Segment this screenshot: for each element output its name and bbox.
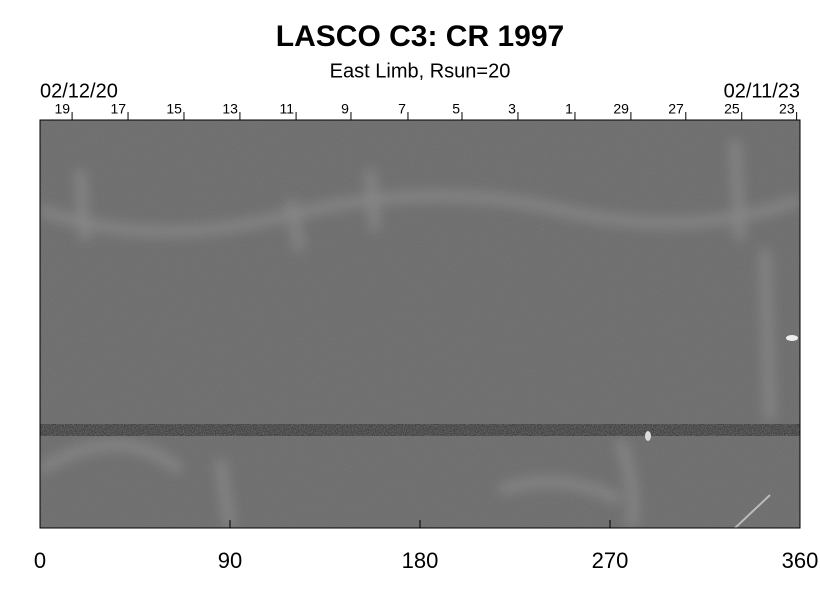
x2-tick-label: 17 (110, 101, 126, 117)
x2-tick-label: 5 (452, 101, 460, 117)
x2-tick-label: 3 (508, 101, 516, 117)
x2-tick-label: 9 (341, 101, 349, 117)
x-tick-label: 90 (218, 548, 242, 573)
x-tick-label: 360 (782, 548, 819, 573)
x2-tick-label: 15 (166, 101, 182, 117)
x-tick-label: 270 (592, 548, 629, 573)
x2-tick-label: 7 (398, 101, 406, 117)
x-tick-label: 180 (402, 548, 439, 573)
chart-title: LASCO C3: CR 1997 (276, 20, 564, 53)
x2-tick-label: 1 (565, 101, 573, 117)
end-date: 02/11/23 (724, 80, 800, 102)
x2-tick-label: 23 (779, 101, 795, 117)
x2-tick-label: 27 (668, 101, 684, 117)
x2-tick-label: 11 (280, 101, 295, 117)
start-date: 02/12/20 (40, 80, 118, 102)
x2-tick-label: 29 (613, 101, 629, 117)
x2-tick-label: 19 (55, 101, 71, 117)
synoptic-image (40, 120, 800, 528)
x2-tick-label: 13 (222, 101, 238, 117)
x2-tick-label: 25 (724, 101, 740, 117)
x-tick-label: 0 (34, 548, 46, 573)
chart-subtitle: East Limb, Rsun=20 (330, 60, 511, 82)
